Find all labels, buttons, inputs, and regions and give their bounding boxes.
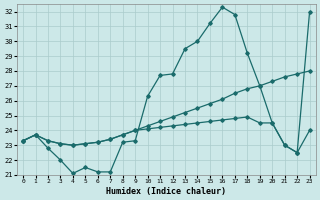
X-axis label: Humidex (Indice chaleur): Humidex (Indice chaleur) xyxy=(106,187,226,196)
